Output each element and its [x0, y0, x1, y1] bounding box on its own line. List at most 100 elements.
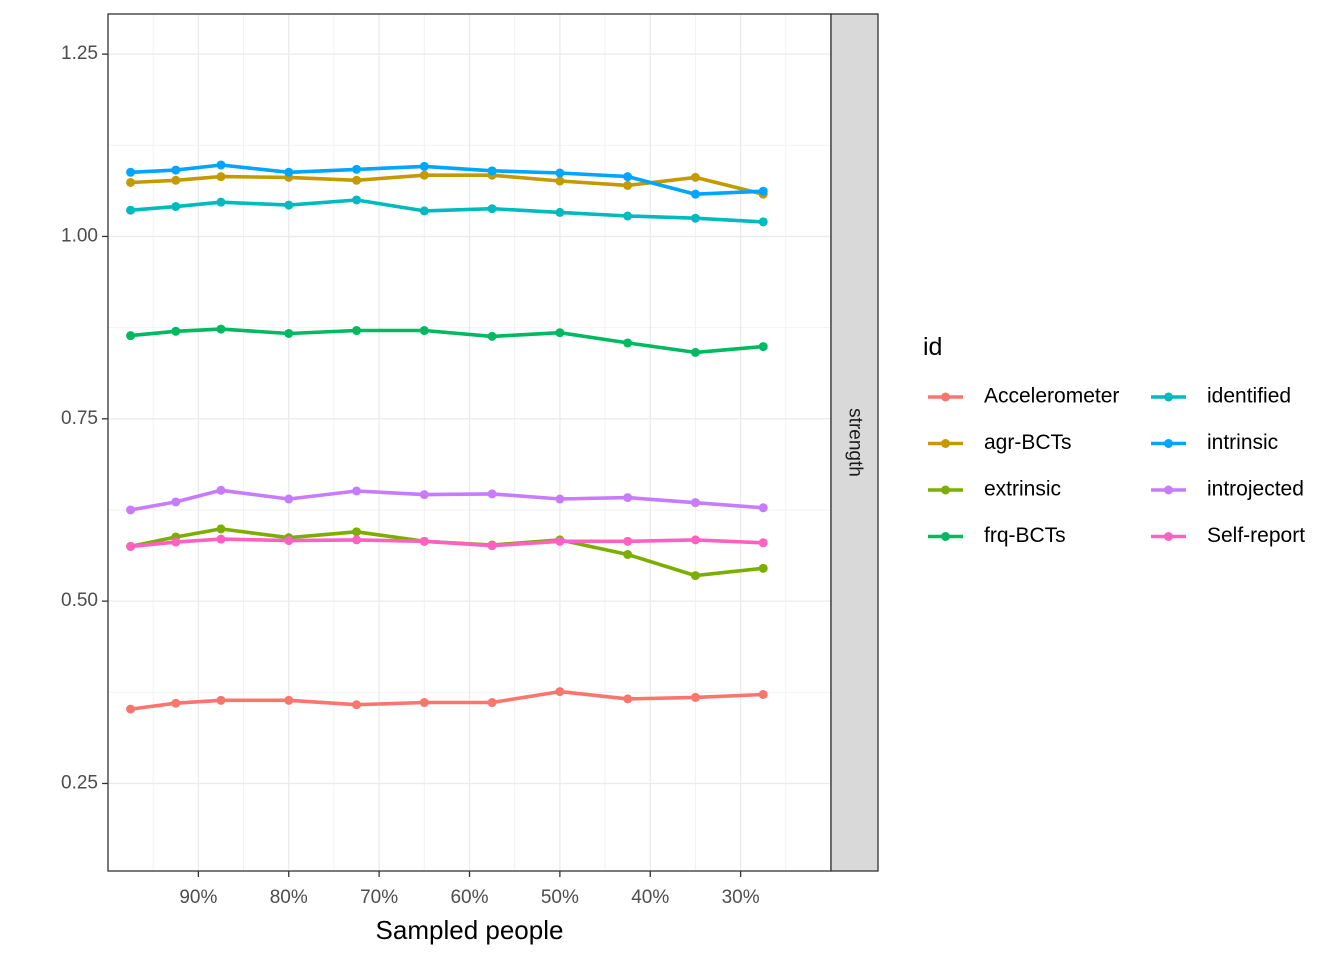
data-point: [555, 328, 565, 338]
data-point: [352, 527, 362, 537]
legend-item: extrinsic: [928, 478, 1061, 501]
legend-key-point: [1164, 485, 1173, 495]
x-axis-title: Sampled people: [376, 915, 564, 945]
data-point: [487, 166, 497, 176]
data-point: [623, 536, 633, 546]
data-point: [623, 180, 633, 190]
data-point: [216, 197, 226, 207]
series-introjected: [126, 485, 768, 515]
data-point: [555, 494, 565, 504]
data-point: [690, 213, 700, 223]
data-point: [690, 347, 700, 357]
data-point: [126, 205, 136, 215]
data-point: [758, 563, 768, 573]
legend-label: extrinsic: [984, 478, 1061, 501]
legend-item: identified: [1151, 385, 1291, 408]
data-point: [171, 497, 181, 507]
data-point: [216, 160, 226, 170]
grid-lines: [108, 14, 831, 871]
series-self-report: [126, 534, 768, 551]
series-frq-bcts: [126, 324, 768, 357]
data-point: [171, 698, 181, 708]
legend-item: introjected: [1151, 478, 1304, 501]
x-tick-label: 70%: [360, 887, 398, 908]
series-intrinsic: [126, 160, 768, 199]
x-tick-label: 30%: [722, 887, 760, 908]
data-point: [690, 189, 700, 199]
data-point: [758, 689, 768, 699]
y-axis: 0.25 0.50 0.75 1.00 1.25: [61, 43, 108, 793]
data-point: [690, 498, 700, 508]
data-point: [126, 331, 136, 341]
legend-item: intrinsic: [1151, 431, 1278, 454]
legend: id Accelerometer agr-BCTs extrinsic frq-BCT…: [923, 333, 1305, 547]
data-point: [216, 485, 226, 495]
data-point: [284, 328, 294, 338]
facet-strip: strength: [830, 13, 879, 872]
data-point: [419, 490, 429, 500]
y-tick-label: 0.25: [61, 772, 98, 793]
data-point: [487, 541, 497, 551]
data-point: [216, 324, 226, 334]
data-point: [419, 698, 429, 708]
data-point: [216, 172, 226, 182]
legend-label: agr-BCTs: [984, 431, 1072, 454]
data-point: [758, 217, 768, 227]
legend-key-point: [941, 532, 950, 541]
data-point: [419, 206, 429, 216]
data-point: [555, 168, 565, 178]
data-point: [352, 195, 362, 205]
data-point: [555, 687, 565, 697]
legend-label: Accelerometer: [984, 385, 1119, 408]
legend-key-point: [1164, 392, 1173, 402]
data-point: [555, 176, 565, 186]
data-point: [126, 541, 136, 551]
data-point: [487, 698, 497, 708]
x-axis: 90% 80% 70% 60% 50% 40% 30%: [179, 871, 760, 908]
legend-label: identified: [1207, 385, 1291, 408]
legend-items: Accelerometer agr-BCTs extrinsic frq-BCTs id…: [928, 385, 1305, 547]
facet-strip-label: strength: [844, 408, 865, 477]
data-point: [419, 161, 429, 171]
legend-label: intrinsic: [1207, 431, 1278, 454]
data-point: [126, 177, 136, 187]
data-point: [419, 536, 429, 546]
data-point: [284, 695, 294, 705]
data-point: [623, 694, 633, 704]
legend-key-point: [1164, 439, 1173, 448]
data-point: [758, 538, 768, 548]
data-point: [623, 338, 633, 348]
y-tick-label: 1.00: [61, 225, 98, 246]
data-point: [171, 175, 181, 185]
data-point: [690, 172, 700, 182]
legend-key-point: [941, 485, 950, 495]
y-tick-label: 1.25: [61, 43, 98, 64]
data-point: [758, 342, 768, 352]
data-point: [171, 165, 181, 175]
data-point: [216, 524, 226, 534]
data-point: [216, 534, 226, 544]
data-point: [284, 536, 294, 546]
legend-label: Self-report: [1207, 524, 1305, 547]
data-point: [487, 489, 497, 499]
data-point: [284, 200, 294, 210]
data-point: [623, 493, 633, 503]
data-point: [419, 326, 429, 336]
data-point: [352, 486, 362, 496]
legend-item: agr-BCTs: [928, 431, 1072, 454]
series-accelerometer: [126, 687, 768, 714]
facet-strip-box: [830, 13, 879, 872]
data-point: [216, 695, 226, 705]
series-identified: [126, 195, 768, 227]
data-point: [284, 167, 294, 177]
legend-key-point: [1164, 532, 1173, 541]
data-point: [126, 505, 136, 515]
y-tick-label: 0.50: [61, 590, 98, 611]
legend-key-point: [941, 392, 950, 402]
data-point: [690, 535, 700, 545]
data-point: [126, 167, 136, 177]
x-tick-label: 60%: [450, 887, 488, 908]
data-point: [352, 535, 362, 545]
legend-item: Accelerometer: [928, 385, 1119, 408]
